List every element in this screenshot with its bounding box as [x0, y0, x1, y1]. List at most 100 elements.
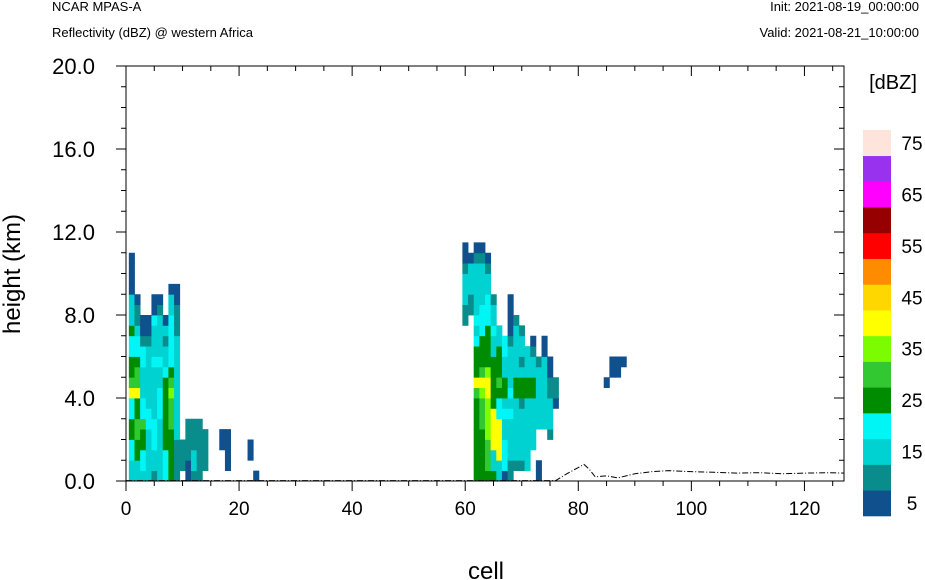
reflectivity-cell [196, 418, 203, 430]
x-tick-label: 80 [568, 499, 589, 520]
reflectivity-cell [547, 429, 554, 440]
reflectivity-cell [145, 429, 152, 440]
reflectivity-cell [496, 429, 503, 440]
reflectivity-cell [496, 460, 503, 472]
reflectivity-cell [151, 315, 158, 326]
reflectivity-cell [479, 418, 486, 430]
reflectivity-cell [157, 325, 164, 337]
reflectivity-cell [473, 346, 480, 357]
reflectivity-cell [191, 449, 198, 461]
reflectivity-cell [513, 335, 520, 347]
reflectivity-cell [174, 377, 181, 389]
reflectivity-cell [162, 366, 169, 378]
reflectivity-cell [473, 315, 480, 326]
reflectivity-cell [140, 408, 147, 420]
reflectivity-cell [168, 366, 175, 378]
reflectivity-cell [134, 346, 141, 357]
reflectivity-cell [162, 418, 169, 430]
reflectivity-cell [473, 377, 480, 389]
reflectivity-cell [168, 377, 175, 389]
reflectivity-cell [501, 346, 509, 357]
reflectivity-cell [151, 460, 158, 472]
reflectivity-cell [168, 387, 175, 399]
reflectivity-cell [501, 366, 509, 378]
reflectivity-cell [490, 346, 497, 357]
reflectivity-cell [501, 439, 509, 451]
reflectivity-cell [462, 273, 469, 285]
reflectivity-cell [501, 429, 509, 440]
reflectivity-cell [134, 429, 141, 440]
reflectivity-cell [507, 408, 514, 420]
reflectivity-cell [541, 398, 548, 409]
reflectivity-cell [168, 325, 175, 337]
reflectivity-cell [162, 346, 169, 357]
colorbar-swatch [863, 464, 891, 491]
x-tick-label: 0 [121, 499, 132, 520]
reflectivity-cell [128, 398, 135, 409]
reflectivity-cell [134, 377, 141, 389]
reflectivity-cell [501, 387, 509, 399]
reflectivity-cell [485, 387, 492, 399]
reflectivity-cell [518, 377, 525, 389]
reflectivity-cell [191, 429, 198, 440]
reflectivity-cell [507, 460, 514, 472]
colorbar-swatch [863, 387, 891, 414]
reflectivity-cell [162, 470, 169, 482]
colorbar-swatch [863, 490, 891, 517]
reflectivity-cell [168, 460, 175, 472]
colorbar-swatch [863, 413, 891, 440]
reflectivity-cell [145, 398, 152, 409]
reflectivity-cell [496, 356, 503, 368]
reflectivity-cell [507, 470, 514, 482]
reflectivity-cell [479, 325, 486, 337]
reflectivity-cell [485, 408, 492, 420]
reflectivity-cell [479, 252, 486, 264]
reflectivity-cell [151, 449, 158, 461]
reflectivity-cell [541, 356, 548, 368]
reflectivity-cell [530, 429, 537, 440]
reflectivity-cell [530, 408, 537, 420]
reflectivity-cell [202, 460, 209, 472]
reflectivity-cell [174, 470, 181, 482]
reflectivity-cell [473, 418, 480, 430]
colorbar-label: 35 [901, 340, 922, 361]
reflectivity-cell [157, 460, 164, 472]
reflectivity-cell [151, 387, 158, 399]
reflectivity-cell [219, 429, 226, 440]
reflectivity-cell [162, 325, 169, 337]
reflectivity-cell [140, 315, 147, 326]
reflectivity-cell [501, 418, 509, 430]
reflectivity-cell [157, 304, 164, 316]
reflectivity-cell [196, 449, 203, 461]
y-axis-label: height (km) [0, 214, 26, 334]
reflectivity-cell [151, 356, 158, 368]
reflectivity-cell [134, 460, 141, 472]
reflectivity-cell [145, 325, 152, 337]
reflectivity-cell [202, 439, 209, 451]
reflectivity-cell [468, 252, 475, 264]
reflectivity-cell [134, 418, 141, 430]
reflectivity-cell [157, 346, 164, 357]
reflectivity-cell [128, 460, 135, 472]
reflectivity-cell [490, 460, 497, 472]
reflectivity-cell [162, 460, 169, 472]
reflectivity-cell [513, 346, 520, 357]
reflectivity-cell [524, 356, 531, 368]
reflectivity-cell [473, 366, 480, 378]
reflectivity-cell [185, 429, 192, 440]
reflectivity-cell [462, 252, 469, 264]
reflectivity-cell [134, 356, 141, 368]
reflectivity-cell [547, 398, 554, 409]
reflectivity-cell [501, 335, 509, 347]
reflectivity-cell [128, 252, 135, 264]
reflectivity-cell [547, 418, 554, 430]
reflectivity-cell [157, 429, 164, 440]
reflectivity-cell [157, 335, 164, 347]
reflectivity-cell [485, 470, 492, 482]
reflectivity-cell [140, 325, 147, 337]
reflectivity-cell [473, 387, 480, 399]
reflectivity-cell [507, 418, 514, 430]
reflectivity-cell [174, 335, 181, 347]
reflectivity-cell [157, 408, 164, 420]
